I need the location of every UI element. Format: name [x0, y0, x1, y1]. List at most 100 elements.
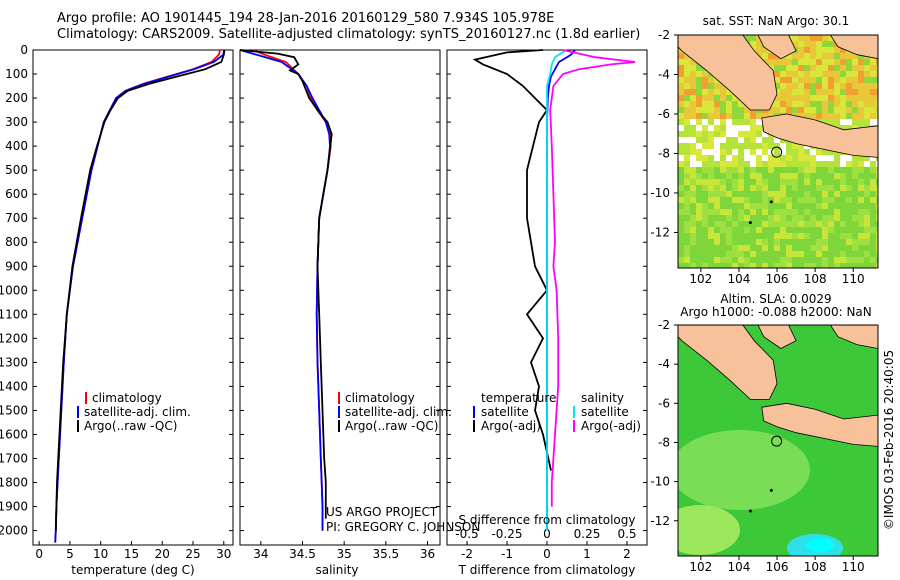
sst-pixel	[696, 119, 702, 125]
sst-pixel	[786, 215, 792, 221]
sst-pixel	[744, 161, 750, 167]
sst-pixel	[852, 71, 858, 77]
sst-pixel	[864, 257, 870, 263]
sst-pixel	[852, 197, 858, 203]
sst-pixel	[684, 101, 690, 107]
sst-pixel	[828, 227, 834, 233]
sst-pixel	[678, 95, 684, 101]
sst-pixel	[690, 185, 696, 191]
sst-pixel	[708, 101, 714, 107]
sst-pixel	[720, 251, 726, 257]
sst-pixel	[756, 239, 762, 245]
sst-pixel	[834, 245, 840, 251]
sst-pixel	[852, 215, 858, 221]
sst-pixel	[822, 215, 828, 221]
sst-pixel	[768, 263, 774, 268]
sst-pixel	[834, 155, 840, 161]
sst-pixel	[684, 59, 690, 65]
sst-pixel	[714, 173, 720, 179]
sst-pixel	[714, 101, 720, 107]
sst-pixel	[732, 263, 738, 268]
map-lon-tick-label: 102	[689, 560, 712, 574]
sst-pixel	[678, 251, 684, 257]
salinity-x-tick-label: 35	[337, 547, 352, 561]
sst-pixel	[732, 125, 738, 131]
sst-pixel	[840, 125, 846, 131]
sst-pixel	[792, 227, 798, 233]
sst-pixel	[732, 251, 738, 257]
sst-pixel	[708, 203, 714, 209]
sst-pixel	[720, 221, 726, 227]
sst-pixel	[816, 83, 822, 89]
sst-pixel	[876, 251, 878, 257]
sst-pixel	[876, 257, 878, 263]
sst-pixel	[840, 203, 846, 209]
sst-pixel	[768, 155, 774, 161]
sst-pixel	[804, 59, 810, 65]
sst-pixel	[750, 239, 756, 245]
sst-pixel	[690, 65, 696, 71]
sst-pixel	[726, 203, 732, 209]
temperature-x-tick-label: 0	[35, 547, 43, 561]
map-lon-tick-label: 106	[766, 560, 789, 574]
sst-pixel	[822, 113, 828, 119]
sst-pixel	[864, 59, 870, 65]
imos-timestamp: ©IMOS 03-Feb-2016 20:40:05	[882, 350, 896, 530]
sst-pixel	[780, 89, 786, 95]
sst-pixel	[876, 65, 878, 71]
sst-pixel	[702, 125, 708, 131]
sst-pixel	[792, 167, 798, 173]
sst-pixel	[684, 167, 690, 173]
sst-pixel	[750, 113, 756, 119]
sst-pixel	[702, 107, 708, 113]
sst-pixel	[762, 155, 768, 161]
sst-pixel	[852, 263, 858, 268]
sst-pixel	[738, 155, 744, 161]
sst-pixel	[810, 107, 816, 113]
difference-profile-lines: -2 -1 0 1 2 -0.5 -0.25 0 0.25 0.5	[455, 49, 637, 561]
sst-pixel	[816, 239, 822, 245]
sst-pixel	[840, 47, 846, 53]
sst-pixel	[684, 83, 690, 89]
sst-pixel	[852, 221, 858, 227]
sst-pixel	[798, 83, 804, 89]
sst-pixel	[690, 221, 696, 227]
sst-pixel	[696, 143, 702, 149]
sst-pixel	[828, 35, 834, 41]
sst-pixel	[786, 239, 792, 245]
sst-pixel	[804, 95, 810, 101]
sst-pixel	[852, 119, 858, 125]
sst-pixel	[840, 239, 846, 245]
sst-pixel	[858, 239, 864, 245]
sst-pixel	[780, 191, 786, 197]
sst-pixel	[816, 203, 822, 209]
sst-pixel	[726, 113, 732, 119]
sst-pixel	[810, 209, 816, 215]
sst-pixel	[768, 203, 774, 209]
sst-pixel	[852, 65, 858, 71]
sst-pixel	[756, 203, 762, 209]
sst-pixel	[780, 209, 786, 215]
sst-pixel	[702, 239, 708, 245]
depth-tick-label: 100	[5, 67, 28, 81]
difference-legend: temperature salinity satellite Argo(-adj…	[473, 391, 641, 433]
sst-pixel	[762, 179, 768, 185]
sst-pixel	[798, 167, 804, 173]
sst-pixel	[804, 155, 810, 161]
sst-pixel	[804, 233, 810, 239]
sst-pixel	[780, 77, 786, 83]
legend-argo-label: Argo(..raw -QC)	[84, 419, 177, 433]
sst-pixel	[738, 215, 744, 221]
sst-pixel	[762, 239, 768, 245]
salinity-profile-lines: 34 34.5 35 35.5 36	[239, 49, 435, 561]
map-lat-tick-label: -2	[658, 318, 670, 332]
sst-pixel	[792, 71, 798, 77]
sst-pixel	[762, 245, 768, 251]
sst-pixel	[756, 233, 762, 239]
sst-pixel	[738, 167, 744, 173]
argo-float-position-marker	[771, 435, 783, 447]
sst-pixel	[870, 197, 876, 203]
sst-pixel	[804, 257, 810, 263]
sst-pixel	[840, 215, 846, 221]
